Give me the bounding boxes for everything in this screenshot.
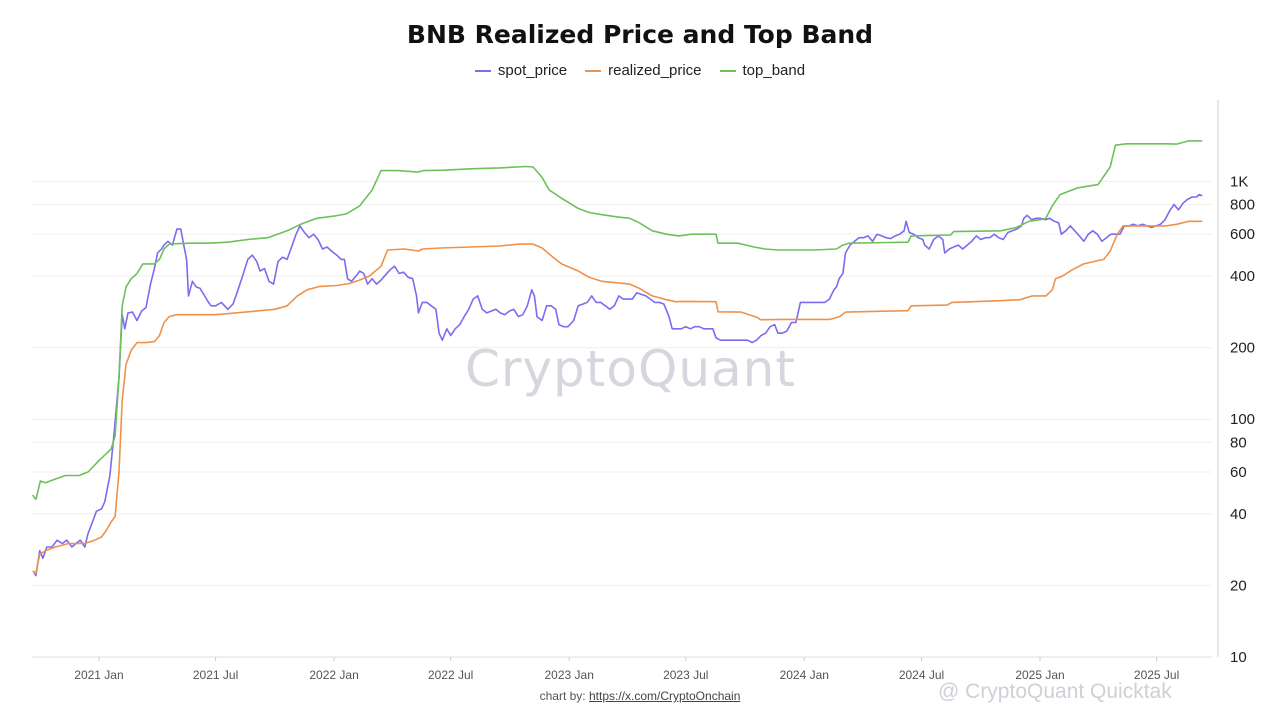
legend-swatch-spot-price — [474, 69, 491, 72]
x-tick-label: 2024 Jan — [780, 668, 829, 682]
chart-title: BNB Realized Price and Top Band — [406, 20, 874, 49]
y-tick-label: 20 — [1230, 577, 1247, 594]
y-tick-label: 600 — [1230, 226, 1255, 243]
legend: spot_price realized_price top_band — [0, 62, 1280, 79]
y-tick-label: 60 — [1230, 464, 1247, 481]
x-tick-label: 2025 Jan — [1015, 668, 1064, 682]
legend-label-top-band: top_band — [742, 62, 806, 79]
legend-swatch-realized-price — [585, 69, 602, 72]
x-tick-label: 2023 Jan — [544, 668, 593, 682]
legend-item-realized-price[interactable]: realized_price — [585, 62, 702, 79]
legend-label-realized-price: realized_price — [608, 62, 702, 79]
legend-item-top-band[interactable]: top_band — [719, 62, 806, 79]
y-tick-label: 400 — [1230, 268, 1255, 285]
x-tick-label: 2024 Jul — [899, 668, 944, 682]
credit-label: chart by: — [539, 689, 586, 703]
y-tick-label: 200 — [1230, 340, 1255, 357]
series-line-realized-price — [32, 220, 1203, 575]
y-tick-label: 10 — [1230, 649, 1247, 666]
x-tick-label: 2021 Jul — [193, 668, 238, 682]
watermark-logo: CryptoQuant — [465, 340, 796, 398]
x-tick-label: 2022 Jan — [309, 668, 358, 682]
x-tick-label: 2022 Jul — [428, 668, 473, 682]
y-tick-label: 800 — [1230, 196, 1255, 213]
legend-label-spot-price: spot_price — [497, 62, 568, 79]
series-line-spot-price — [32, 193, 1203, 577]
x-tick-label: 2025 Jul — [1134, 668, 1179, 682]
x-tick-label: 2021 Jan — [74, 668, 123, 682]
credit-link[interactable]: https://x.com/CryptoOnchain — [588, 689, 741, 703]
y-tick-label: 80 — [1230, 434, 1247, 451]
x-tick-label: 2023 Jul — [663, 668, 708, 682]
y-tick-label: 1K — [1230, 173, 1248, 190]
legend-item-spot-price[interactable]: spot_price — [474, 62, 568, 79]
series-layer — [31, 140, 1203, 577]
series-line-top-band — [31, 140, 1203, 501]
chart-credit: chart by: https://x.com/CryptoOnchain — [0, 689, 1280, 703]
corner-watermark: @ CryptoQuant Quicktak — [938, 680, 1172, 703]
y-tick-label: 40 — [1230, 506, 1247, 523]
legend-swatch-top-band — [719, 69, 736, 72]
grid-layer — [32, 180, 1212, 658]
y-tick-label: 100 — [1230, 411, 1255, 428]
axis-layer: 10 20 40 60 80 100 200 400 600 800 1K 2021 Jan 2021 … — [32, 100, 1255, 682]
